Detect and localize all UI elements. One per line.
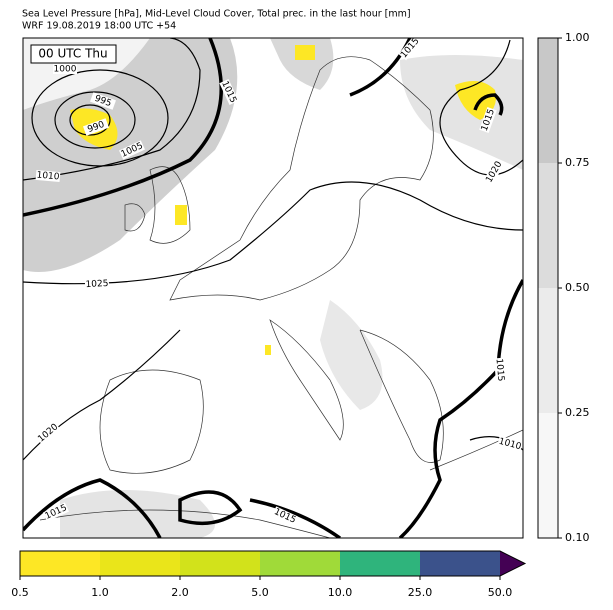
- colorbar-band: [180, 551, 260, 576]
- precip-colorbar: 0.5 1.0 2.0 5.0 10.0 25.0 50.0: [11, 550, 527, 599]
- isobar-label-bg: [497, 436, 523, 452]
- colorbar-band: [538, 288, 558, 413]
- isobar-label-bg: [35, 421, 61, 445]
- cloud-colorbar: 0.10 0.25 0.50 0.75 1.00: [537, 31, 590, 544]
- isobar-label-bg: [90, 92, 116, 110]
- colorbar-tick-label: 5.0: [251, 586, 269, 599]
- precipitation: [70, 45, 496, 355]
- subtitle: WRF 19.08.2019 18:00 UTC +54: [22, 21, 176, 32]
- colorbar-tick-label: 2.0: [171, 586, 189, 599]
- colorbar-tick-label: 0.50: [565, 281, 590, 294]
- colorbar-tick-label: 0.75: [565, 156, 590, 169]
- colorbar-tick-label: 50.0: [488, 586, 513, 599]
- title: Sea Level Pressure [hPa], Mid-Level Clou…: [22, 9, 411, 20]
- isobar-label: 1025: [85, 279, 108, 290]
- colorbar-tick-label: 0.10: [565, 531, 590, 544]
- map-frame: [22, 37, 524, 539]
- colorbar-band: [340, 551, 420, 576]
- colorbar-tick-label: 0.25: [565, 406, 590, 419]
- colorbar-extend: [500, 551, 525, 576]
- colorbar-tick-label: 1.0: [91, 586, 109, 599]
- isobar-label-bg: [119, 140, 145, 160]
- colorbar-band: [20, 551, 100, 576]
- colorbar-tick-label: 1.00: [565, 31, 590, 44]
- isobar-label-bg: [493, 357, 507, 383]
- colorbar-band: [100, 551, 180, 576]
- isobar-label-bg: [479, 107, 497, 133]
- isobar-label-bg: [35, 169, 61, 183]
- time-label-box: [30, 44, 117, 64]
- colorbar-tick-label: 0.5: [11, 586, 29, 599]
- colorbar-frame: [19, 550, 527, 577]
- colorbar-band: [538, 38, 558, 163]
- isobar-label: 1000: [54, 65, 77, 75]
- isobar-label-bg: [219, 79, 239, 105]
- isobar-label-bg: [43, 502, 69, 522]
- isobars: [23, 38, 523, 461]
- colorbar-tick-label: 25.0: [408, 586, 433, 599]
- isobar-label: 1010: [36, 171, 60, 183]
- colorbar-tick-label: 10.0: [328, 586, 353, 599]
- isobar-label-bg: [53, 64, 77, 74]
- map: 1000995990100510101025101510151015102010…: [23, 38, 523, 538]
- isobar-label-bg: [84, 278, 110, 290]
- isobar-label-bg: [83, 118, 109, 136]
- colorbar-band: [538, 413, 558, 538]
- time-label: 00 UTC Thu: [38, 47, 107, 61]
- colorbar-band: [538, 163, 558, 288]
- isobar-label-bg: [398, 38, 422, 61]
- colorbar-band: [420, 551, 500, 576]
- isobar-label-bg: [272, 506, 298, 526]
- isobar-label: 1015: [494, 358, 506, 382]
- isobar-label-bg: [483, 159, 505, 185]
- colorbar-band: [260, 551, 340, 576]
